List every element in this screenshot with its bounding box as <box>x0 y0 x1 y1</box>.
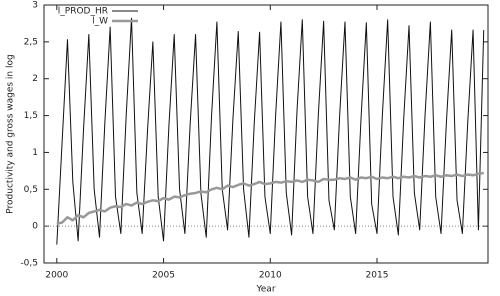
series-line <box>56 17 485 245</box>
x-axis-label: Year <box>255 285 275 295</box>
x-tick-label: 2010 <box>259 271 282 281</box>
y-tick-label: 0 <box>32 222 38 232</box>
y-tick-label: 0,5 <box>24 185 38 195</box>
y-tick-label: 2 <box>32 74 38 84</box>
x-tick-label: 2005 <box>152 271 175 281</box>
legend-label: l_PROD_HR <box>58 7 108 17</box>
legend-label: l_W <box>92 17 108 27</box>
y-tick-label: 1 <box>32 148 38 158</box>
y-tick-label: 2,5 <box>24 37 38 47</box>
x-tick-label: 2000 <box>45 271 68 281</box>
series-line <box>56 171 484 226</box>
y-tick-label: -0,5 <box>20 259 38 269</box>
y-axis-label: Productivity and gross wages in log <box>6 54 16 213</box>
plot-frame <box>43 4 489 264</box>
y-tick-label: 1,5 <box>24 111 38 121</box>
x-tick-label: 2015 <box>366 271 389 281</box>
y-tick-label: 3 <box>32 1 38 11</box>
